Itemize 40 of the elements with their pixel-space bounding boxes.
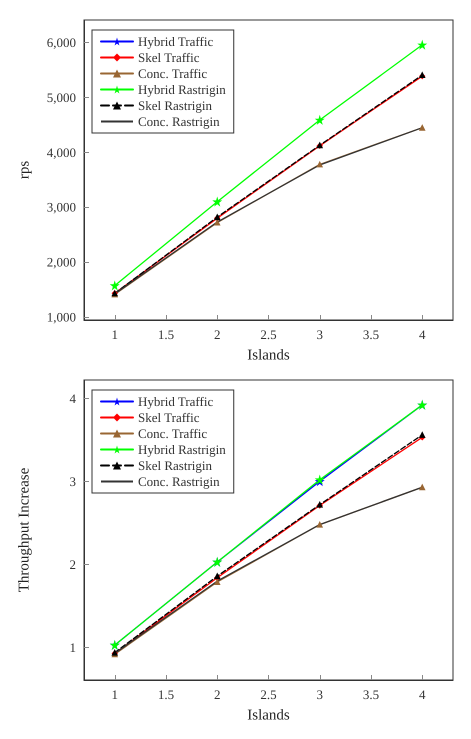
y-tick-label: 2,000 — [46, 254, 76, 270]
x-tick-label: 2 — [214, 687, 220, 702]
legend-label: Skel Traffic — [138, 410, 200, 425]
x-axis-title: Islands — [247, 348, 290, 364]
legend-label: Conc. Rastrigin — [138, 474, 220, 489]
y-tick-label: 4 — [70, 390, 76, 406]
legend-label: Hybrid Rastrigin — [138, 82, 226, 97]
y-tick-label: 5,000 — [46, 90, 76, 106]
x-tick-label: 3 — [316, 687, 323, 702]
legend-label: Hybrid Traffic — [138, 394, 214, 409]
legend-label: Skel Traffic — [138, 50, 200, 65]
y-tick-label: 3,000 — [46, 200, 76, 215]
x-tick-label: 2.5 — [260, 687, 277, 702]
x-tick-label: 1 — [112, 327, 118, 342]
legend-label: Skel Rastrigin — [138, 458, 213, 473]
x-tick-label: 3 — [316, 327, 323, 342]
x-tick-label: 4 — [419, 327, 426, 342]
legend-label: Hybrid Traffic — [138, 34, 214, 49]
y-axis-title: rps — [16, 160, 32, 180]
x-tick-label: 1.5 — [158, 327, 174, 342]
x-axis-title: Islands — [247, 708, 290, 724]
x-tick-label: 1.5 — [158, 687, 174, 702]
y-tick-label: 3 — [70, 474, 76, 489]
y-tick-label: 2 — [70, 556, 76, 572]
legend-label: Hybrid Rastrigin — [138, 442, 226, 457]
y-axis-title: Throughput Increase — [16, 467, 32, 592]
x-tick-label: 2.5 — [260, 327, 277, 342]
y-tick-label: 6,000 — [46, 35, 76, 50]
x-tick-label: 2 — [214, 327, 220, 342]
x-tick-label: 1 — [112, 687, 118, 702]
legend-label: Conc. Traffic — [138, 66, 208, 81]
y-tick-label: 4,000 — [46, 144, 76, 160]
x-tick-label: 3.5 — [362, 687, 380, 702]
y-tick-label: 1 — [70, 640, 76, 656]
y-tick-label: 1,000 — [46, 309, 76, 324]
legend-label: Conc. Rastrigin — [138, 114, 220, 129]
x-tick-label: 3.5 — [362, 327, 380, 342]
legend-label: Skel Rastrigin — [138, 98, 213, 113]
x-tick-label: 4 — [419, 687, 426, 702]
legend-label: Conc. Traffic — [138, 426, 208, 441]
